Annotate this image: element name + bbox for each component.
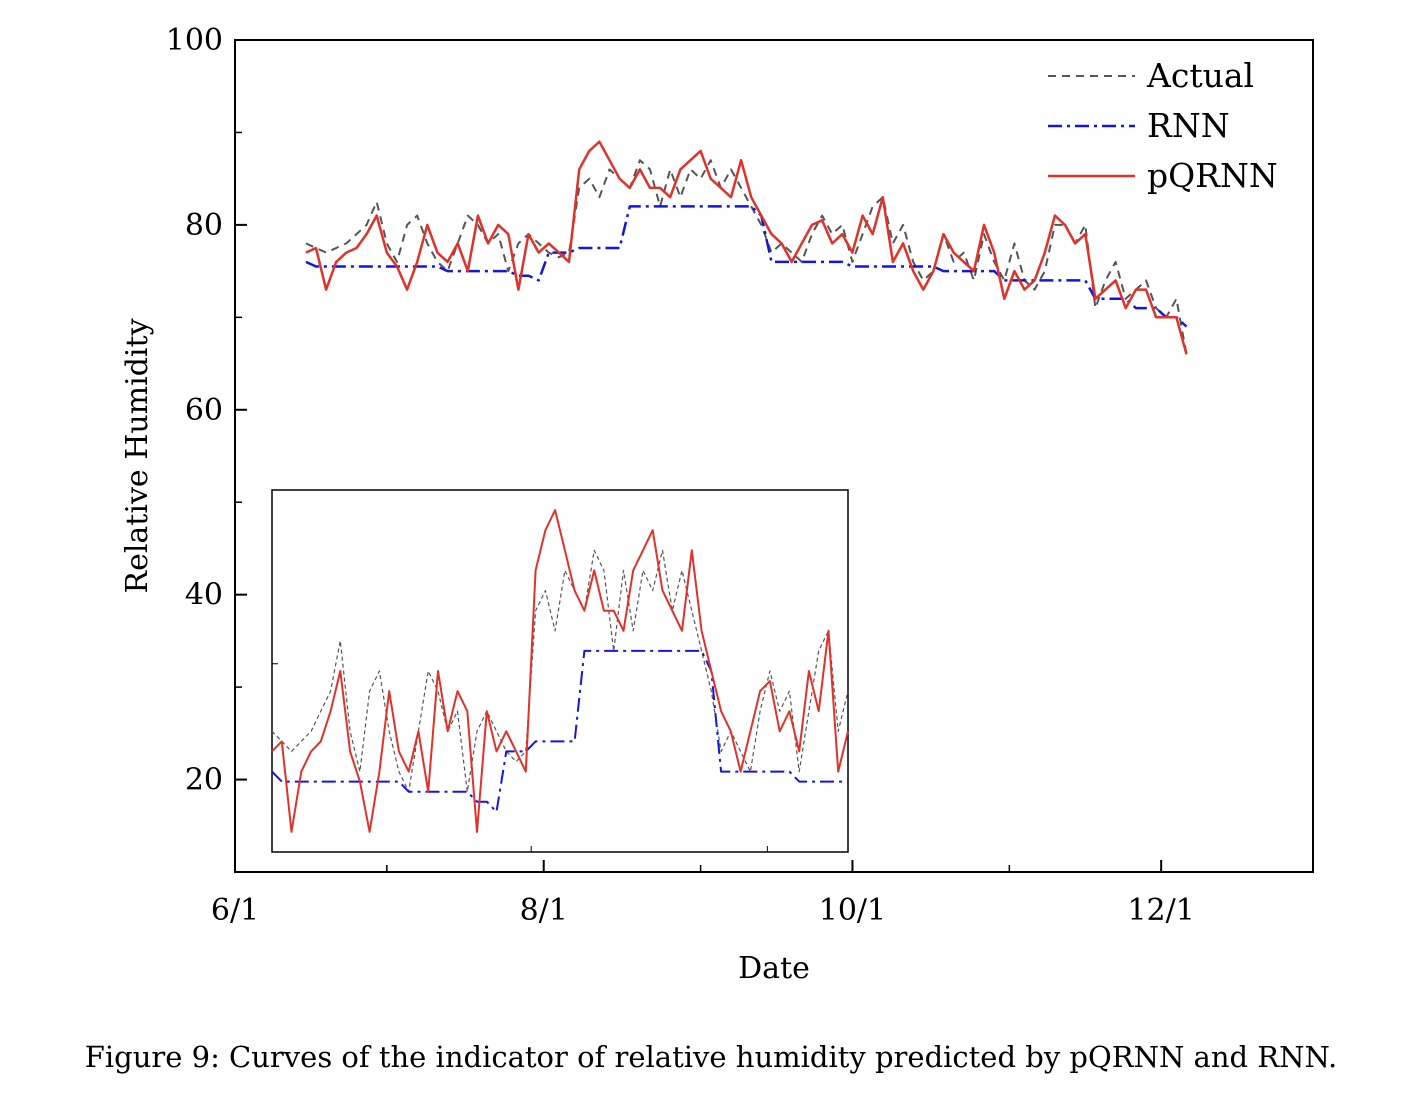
x-tick-label: 10/1 — [819, 893, 886, 928]
y-axis-label: Relative Humidity — [120, 318, 155, 593]
x-tick-label: 8/1 — [520, 893, 568, 928]
inset-series-line-actual — [271, 549, 849, 793]
legend-label-pqrnn: pQRNN — [1147, 156, 1278, 195]
legend-label-rnn: RNN — [1147, 106, 1230, 145]
y-tick-label: 40 — [185, 578, 223, 613]
legend: Actual RNN pQRNN — [1048, 56, 1278, 195]
relative-humidity-chart: 6/1 8/1 10/1 12/1 20 40 60 80 100 Date Relative Hu… — [120, 23, 1314, 986]
main-plot-area: 6/1 8/1 10/1 12/1 20 40 60 80 100 Date Relative Hu… — [120, 23, 1314, 986]
y-tick-label: 20 — [185, 763, 223, 798]
figure-caption: Figure 9: Curves of the indicator of rel… — [84, 1040, 1338, 1074]
x-tick-label: 6/1 — [211, 893, 259, 928]
inset-series-line-rnn — [271, 649, 848, 813]
y-tick-label: 60 — [185, 393, 223, 428]
y-tick-label: 100 — [166, 23, 223, 58]
x-axis-label: Date — [738, 951, 810, 986]
series-line-pqrnn — [305, 140, 1188, 355]
plot-frame — [234, 39, 1314, 873]
y-tick-label: 80 — [185, 208, 223, 243]
inset-plot-area — [271, 489, 849, 853]
inset-frame — [271, 489, 849, 853]
inset-series-line-pqrnn — [271, 509, 849, 833]
series-line-rnn — [305, 205, 1188, 328]
series-line-actual — [305, 159, 1188, 355]
x-tick-label: 12/1 — [1127, 893, 1194, 928]
legend-label-actual: Actual — [1146, 56, 1254, 95]
